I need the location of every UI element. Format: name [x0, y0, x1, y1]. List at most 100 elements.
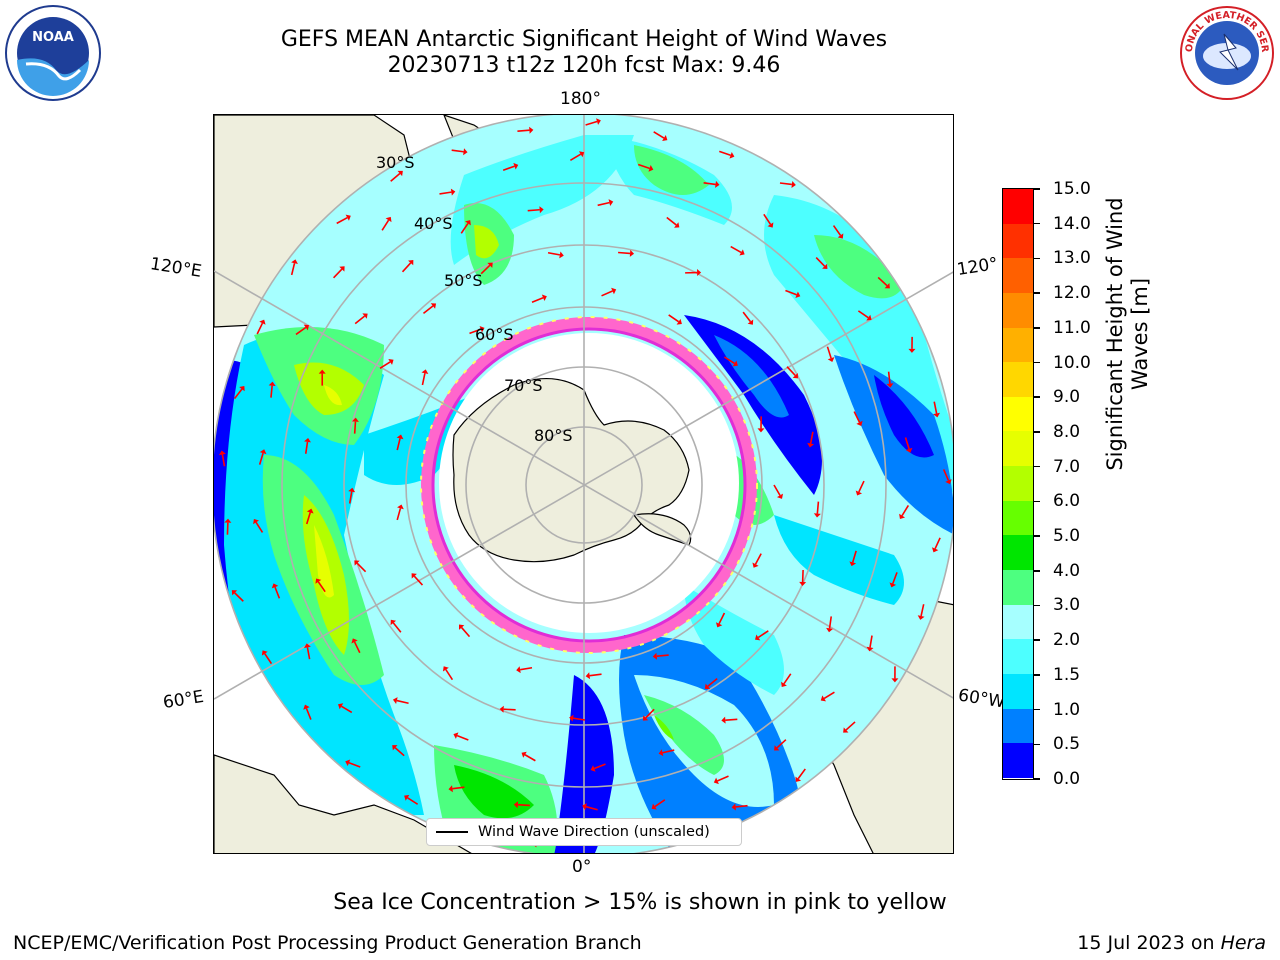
wave-direction-arrowhead	[826, 627, 834, 633]
wave-direction-arrowhead	[458, 624, 465, 630]
wave-direction-arrowhead	[729, 151, 735, 159]
graticule	[214, 115, 953, 853]
wave-direction-arrowhead	[218, 450, 226, 456]
footer-date: 15 Jul 2023 on Hera	[1077, 932, 1266, 954]
wave-direction-arrowhead	[827, 357, 835, 362]
wave-direction-arrow	[757, 630, 769, 639]
wave-direction-arrowhead	[345, 214, 351, 221]
wave-direction-arrowhead	[843, 727, 849, 733]
wave-direction-arrowhead	[348, 487, 356, 493]
wave-direction-arrowhead	[704, 683, 711, 689]
wave-direction-arrowhead	[239, 385, 245, 392]
lat-label-40s: 40°S	[414, 214, 453, 233]
colorbar-cell	[1003, 189, 1033, 224]
wave-direction-arrowhead	[611, 287, 617, 295]
wave-direction-arrow	[783, 673, 792, 685]
wave-direction-arrowhead	[559, 251, 564, 259]
wave-direction-arrowhead	[799, 581, 807, 586]
wave-direction-arrowhead	[676, 318, 682, 325]
wave-direction-arrow	[270, 385, 273, 398]
colorbar-label-line2: Waves [m]	[1128, 277, 1152, 391]
wave-direction-arrow	[356, 562, 367, 573]
colorbar-cell	[1003, 743, 1033, 778]
wave-direction-arrowhead	[303, 643, 311, 648]
wave-direction-arrow	[826, 346, 832, 359]
wave-direction-arrow	[452, 786, 465, 790]
sea-ice	[420, 316, 758, 654]
wave-direction-arrowhead	[397, 504, 404, 510]
colorbar-tick	[1034, 500, 1040, 503]
wave-direction-arrow	[439, 191, 452, 195]
wave-direction-arrow	[730, 245, 742, 254]
wave-direction-arrowhead	[658, 749, 664, 757]
wave-direction-arrow	[934, 537, 941, 550]
wave-direction-arrowhead	[362, 313, 368, 319]
wave-direction-arrowhead	[303, 704, 310, 710]
colorbar-tick	[1034, 292, 1040, 294]
wave-direction-arrow	[869, 635, 873, 648]
colorbar-tick	[1034, 431, 1040, 433]
wave-direction-arrowhead	[820, 695, 827, 702]
wave-direction-arrowhead	[757, 428, 765, 433]
wave-direction-arrowhead	[795, 776, 802, 782]
wave-direction-arrow	[234, 592, 244, 602]
polar-map	[214, 115, 953, 853]
wave-direction-arrow	[413, 575, 424, 586]
wave-direction-arrowhead	[291, 259, 298, 265]
wave-direction-arrow	[348, 762, 361, 768]
wave-direction-arrowhead	[259, 319, 266, 325]
wave-direction-arrow	[421, 373, 426, 386]
wave-direction-arrow	[390, 172, 401, 182]
wave-direction-arrowhead	[721, 716, 726, 724]
colorbar-tick-label: 2.0	[1053, 630, 1081, 651]
wave-direction-arrowhead	[891, 678, 899, 683]
colorbar-cell	[1003, 639, 1033, 674]
wave-direction-arrowhead	[849, 561, 857, 567]
wave-direction-arrow	[776, 739, 787, 749]
wave-direction-arrowhead	[855, 490, 863, 496]
wave-direction-arrowhead	[259, 449, 267, 455]
colorbar-tick-label: 14.0	[1053, 213, 1091, 234]
wave-direction-arrow	[877, 276, 888, 287]
wave-direction-arrowhead	[781, 681, 787, 688]
wave-direction-arrow	[274, 586, 281, 599]
wave-direction-arrowhead	[945, 479, 952, 485]
colorbar-cell	[1003, 500, 1033, 536]
wave-direction-arrowhead	[776, 493, 784, 499]
wave-direction-arrowhead	[351, 417, 359, 422]
wave-direction-arrow	[719, 150, 731, 157]
wave-direction-arrow	[851, 550, 857, 563]
wave-direction-arrowhead	[889, 582, 897, 588]
colorbar-label-line1: Significant Height of Wind	[1103, 197, 1127, 471]
wave-direction-arrowhead	[442, 666, 449, 672]
wave-direction-arrow	[445, 669, 454, 681]
wave-direction-arrow	[255, 521, 264, 533]
wave-direction-arrowhead	[866, 646, 874, 652]
wave-direction-arrowhead	[648, 165, 654, 172]
colorbar-tick	[1034, 570, 1040, 572]
wave-direction-arrowhead	[754, 634, 761, 641]
wave-direction-arrow	[503, 708, 516, 711]
wave-direction-arrow	[379, 361, 391, 369]
wave-direction-arrowhead	[578, 151, 585, 158]
wave-direction-arrow	[763, 213, 772, 225]
lon-label-0: 0°	[572, 857, 592, 877]
wave-direction-arrowhead	[513, 162, 519, 170]
colorbar-tick-label: 12.0	[1053, 283, 1091, 304]
wave-direction-arrowhead	[448, 785, 453, 793]
wave-direction-arrowhead	[931, 547, 939, 553]
colorbar-tick	[1034, 778, 1040, 780]
wave-direction-arrowhead	[315, 578, 322, 584]
wave-direction-arrow	[502, 165, 515, 171]
wave-direction-arrowhead	[404, 794, 410, 801]
lon-label-60w: 60°W	[956, 685, 1007, 713]
wave-direction-arrow	[816, 501, 820, 514]
wave-direction-arrow	[341, 705, 353, 714]
wave-direction-arrowhead	[541, 294, 547, 302]
wave-direction-arrow	[569, 153, 582, 161]
colorbar	[1002, 188, 1034, 780]
wave-direction-arrow	[396, 508, 402, 521]
colorbar-tick	[1034, 674, 1040, 676]
wave-direction-arrowhead	[837, 233, 844, 239]
colorbar-tick-label: 11.0	[1053, 317, 1091, 338]
